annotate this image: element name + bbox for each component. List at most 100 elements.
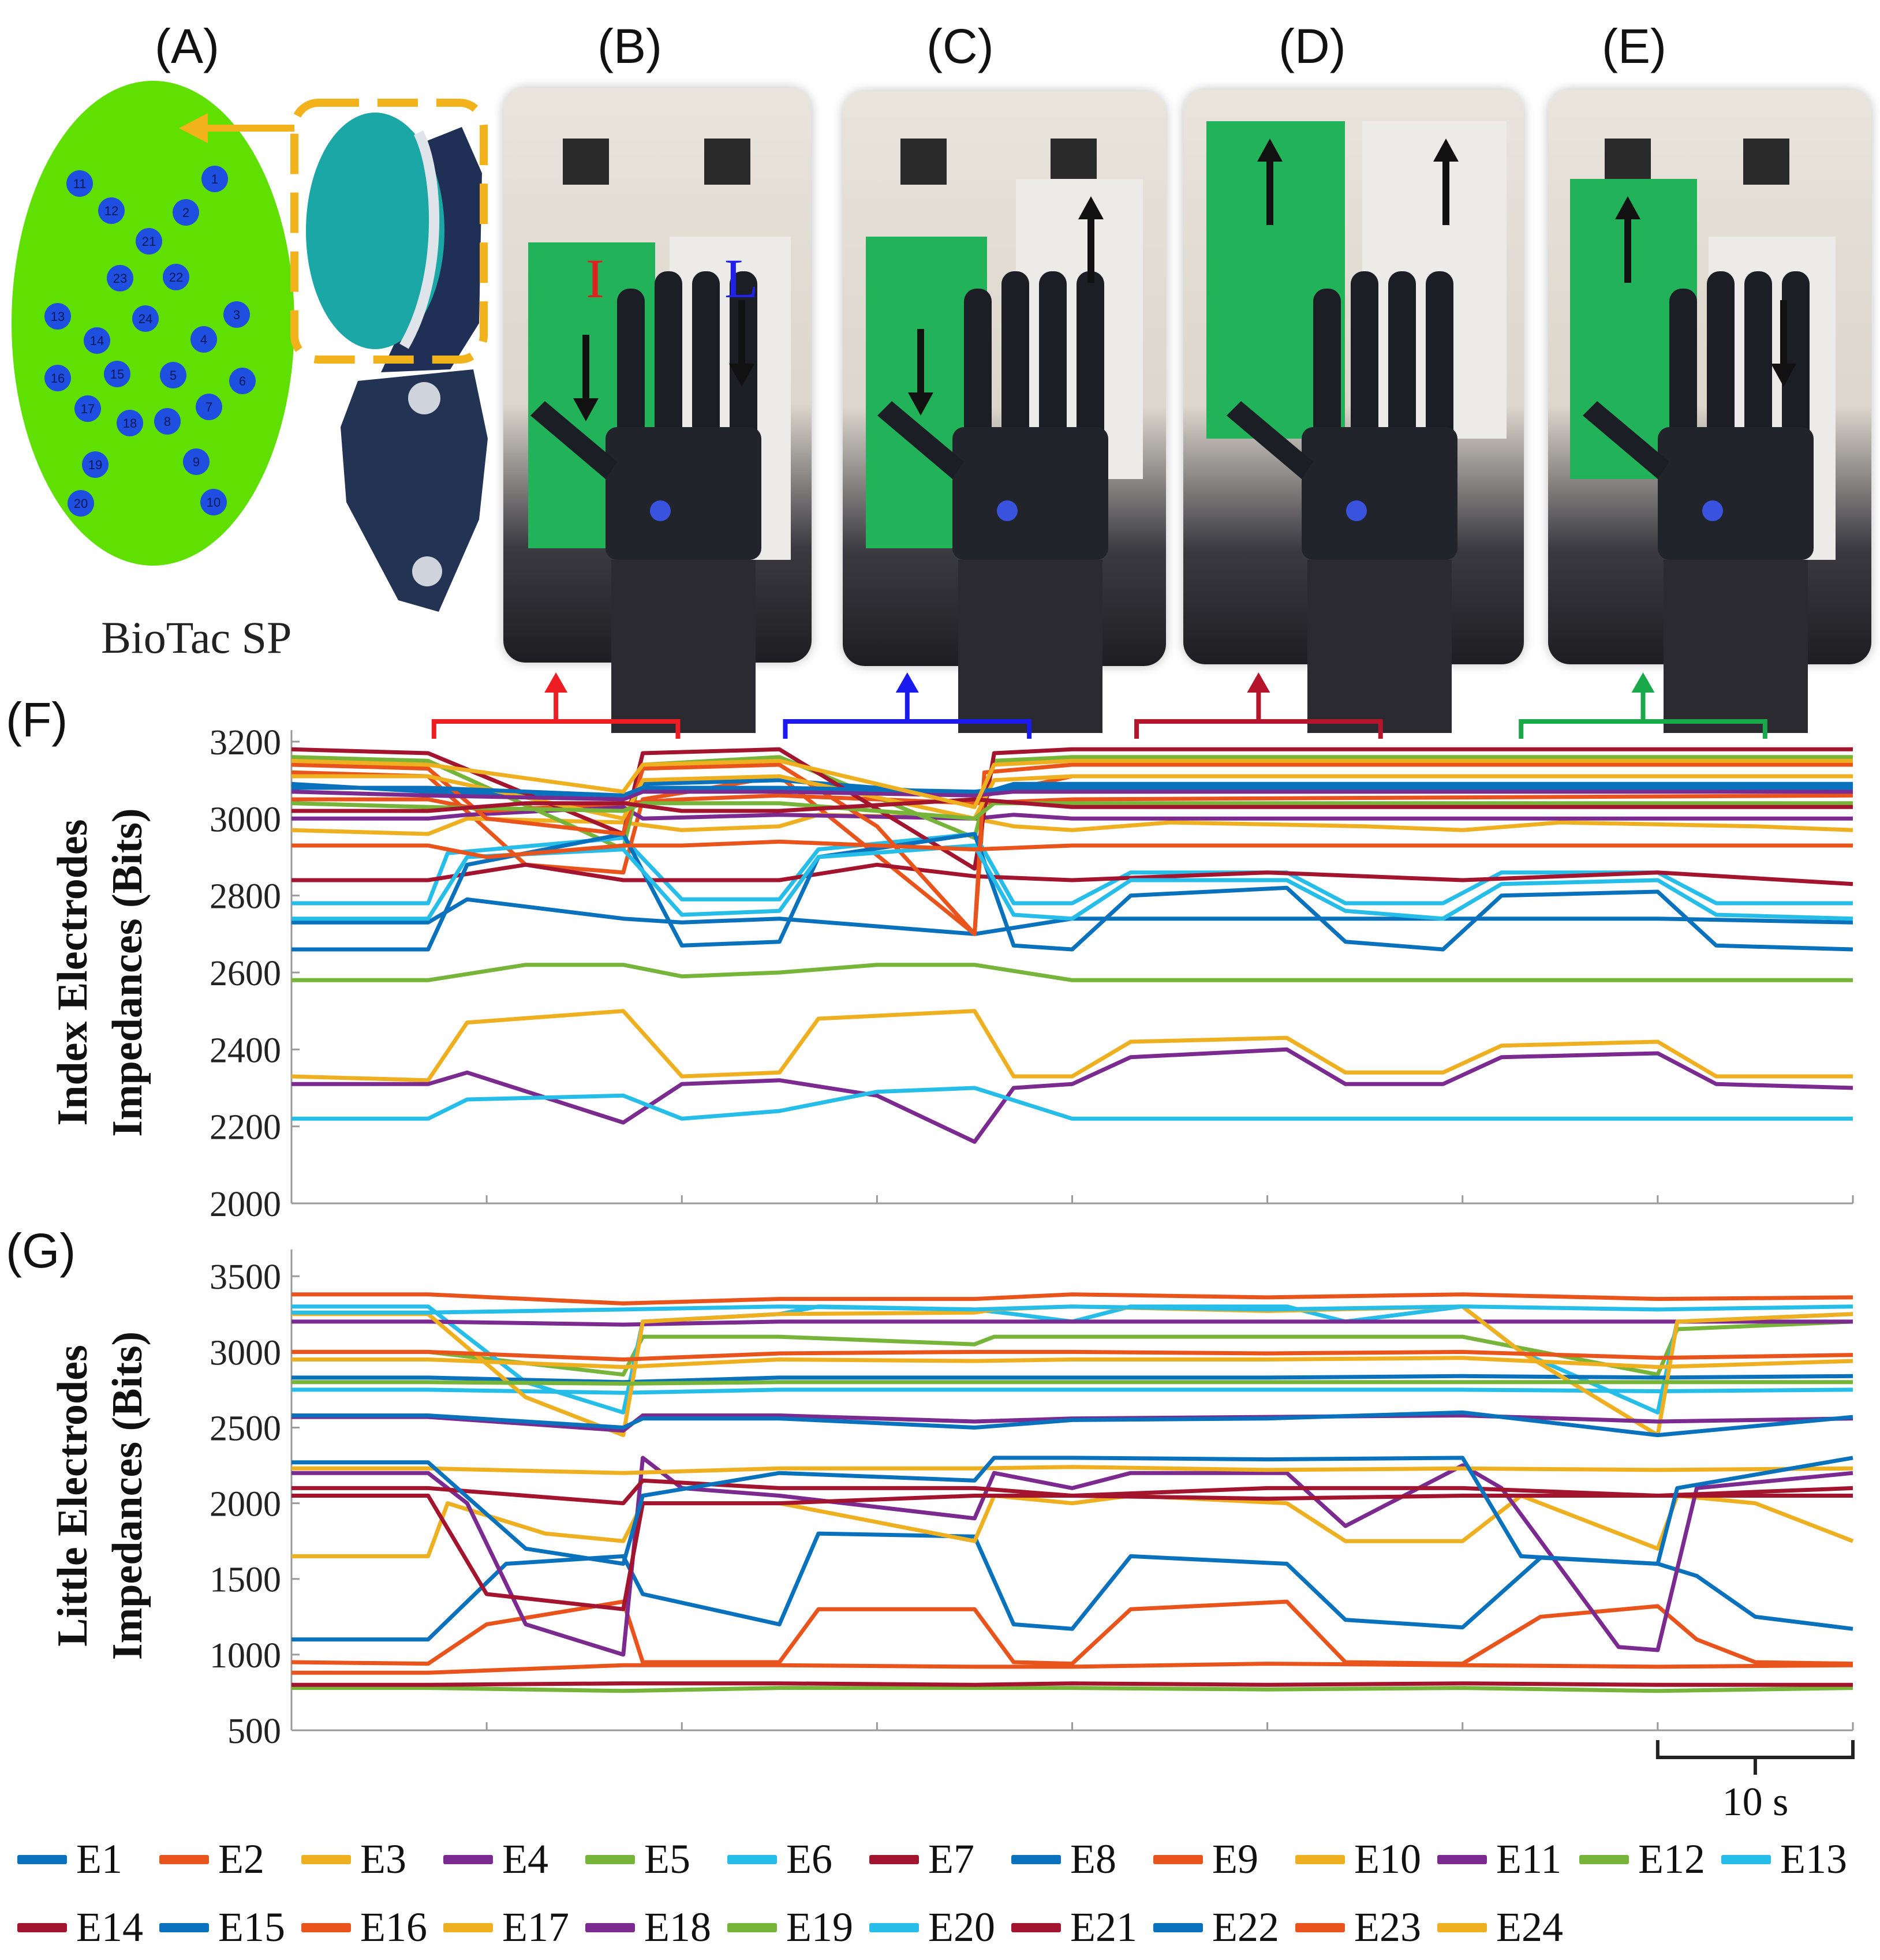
legend-label: E18 [644,1904,711,1950]
motor [1743,139,1789,185]
y-tick-label: 2400 [210,1031,281,1070]
series-line-e20 [291,843,1853,921]
legend-item-e22: E22 [1153,1903,1279,1951]
motor [563,139,609,185]
y-tick-label: 3000 [210,1333,281,1372]
series-line-e20 [291,1304,1853,1315]
legend-swatch [1011,1854,1061,1864]
series-line-e23 [291,839,1853,859]
legend-swatch [1437,1854,1487,1864]
series-line-e7 [291,862,1853,887]
electrode-dot [196,394,222,420]
legend-swatch [159,1854,209,1864]
motor [1605,139,1651,185]
legend-label: E20 [928,1904,995,1950]
legend-swatch [585,1854,635,1864]
legend-swatch [585,1922,635,1932]
electrode-dot [160,362,186,388]
electrode-label: 7 [205,400,212,414]
series-line-e14 [291,747,1853,871]
motor [1051,139,1097,185]
series-line-e22 [291,786,1853,798]
electrode-dot [163,264,189,290]
series-line-e21 [291,1681,1853,1687]
electrode-label: 17 [81,402,95,416]
motor [900,139,947,185]
electrode-label: 1 [211,172,218,186]
electrode-dot [84,327,110,354]
panel-label-c: (C) [926,19,994,73]
arrow-up-icon [1257,139,1283,225]
electrode-dot [132,305,159,332]
legend-label: E24 [1496,1904,1563,1950]
electrode-dot [66,170,93,197]
legend-swatch [443,1854,493,1864]
electrode-dot [82,451,109,478]
series-line-e13 [291,1387,1853,1395]
y-tick-label: 2800 [210,877,281,917]
arrow-up-icon [1433,139,1459,225]
legend-label: E17 [502,1904,569,1950]
legend-item-e17: E17 [443,1903,569,1951]
y-axis-label-line2: Impedances (Bits) [104,1331,151,1660]
series-line-e18 [291,790,1853,802]
series-line-e14 [291,1494,1853,1611]
electrode-label: 11 [73,177,87,191]
legend-swatch [1011,1922,1061,1932]
series-line-e24 [291,1356,1853,1370]
legend-label: E14 [76,1904,143,1950]
electrode-dot [200,489,227,515]
electrode-label: 23 [113,271,127,286]
legend-item-e14: E14 [17,1903,143,1951]
electrode-dot [223,301,250,328]
legend-item-e1: E1 [17,1835,122,1883]
legend-item-e13: E13 [1721,1835,1847,1883]
electrode-dot [183,448,210,475]
arrow-down-icon [908,329,933,416]
series-line-e16 [291,762,1853,936]
electrode-label: 16 [51,371,65,386]
legend-swatch [1437,1922,1487,1932]
legend-swatch [1153,1922,1203,1932]
legend-swatch [17,1854,67,1864]
panel-label-d: (D) [1279,19,1346,73]
series-line-e19 [291,1380,1853,1386]
electrode-label: 20 [74,496,88,511]
legend-swatch [869,1922,919,1932]
phase-bracket [431,719,681,739]
panel-label-g: (G) [6,1224,76,1278]
electrode-label: 24 [139,312,152,326]
electrode-label: 6 [239,374,246,388]
electrode-dot [117,410,143,436]
phase-bracket-arrow-head [1247,672,1270,693]
y-tick-label: 2000 [210,1485,281,1524]
legend-item-e7: E7 [869,1835,974,1883]
electrode-label: 3 [233,308,240,322]
legend-label: E2 [218,1836,264,1882]
legend-label: E21 [1070,1904,1137,1950]
arrow-up-icon [1078,196,1104,283]
legend-label: E1 [76,1836,122,1882]
little-plate-label: L [724,248,758,309]
series-line-e16 [291,1662,1853,1675]
legend-swatch [159,1922,209,1932]
series-line-e24 [291,758,1853,809]
legend-swatch [301,1854,351,1864]
motor [704,139,750,185]
legend-item-e15: E15 [159,1903,285,1951]
electrode-dot [98,197,125,224]
legend-item-e12: E12 [1579,1835,1705,1883]
series-line-e7 [291,1478,1853,1506]
legend-swatch [869,1854,919,1864]
electrode-dot [107,265,133,291]
y-tick-label: 1500 [210,1561,281,1600]
electrode-label: 12 [104,204,118,218]
series-line-e15 [291,832,1853,952]
series-line-e22 [291,1410,1853,1438]
legend-item-e21: E21 [1011,1903,1137,1951]
y-tick-label: 2600 [210,954,281,993]
series-line-e8 [291,778,1853,802]
panel-label-f: (F) [6,693,68,747]
series-line-e9 [291,1292,1853,1306]
robot-hand [877,271,1108,733]
